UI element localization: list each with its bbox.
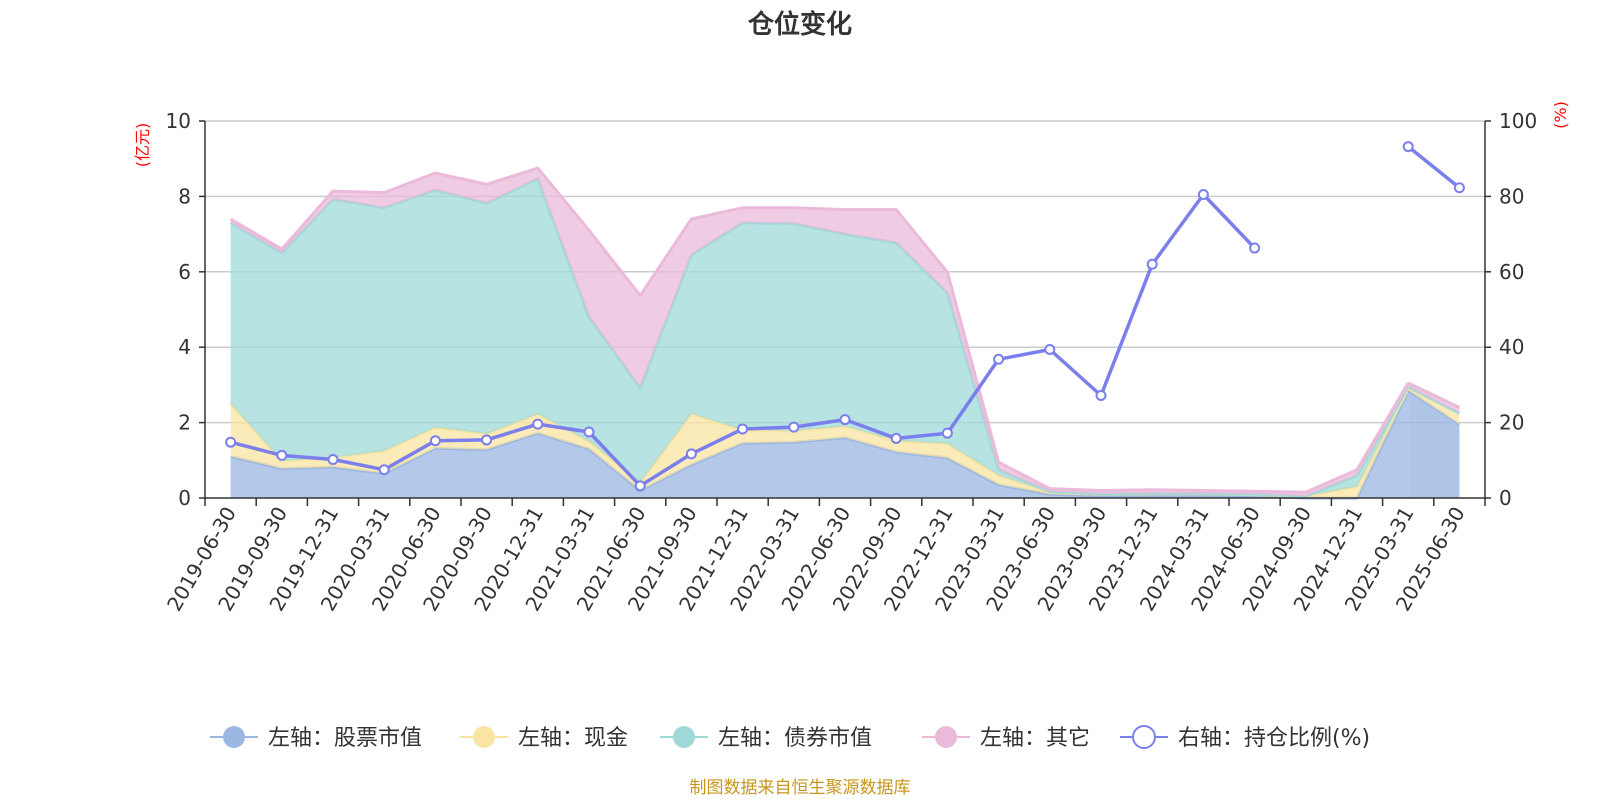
legend-label: 左轴：其它 <box>980 726 1090 751</box>
ratio-point <box>685 448 697 460</box>
area-series-2 <box>230 388 1409 498</box>
position-ratio-line <box>225 141 1465 492</box>
area-series-4 <box>230 168 1409 497</box>
ratio-point <box>1249 242 1261 254</box>
legend-label: 左轴：股票市值 <box>268 726 422 751</box>
legend-marker <box>935 726 957 748</box>
right-tick-label: 40 <box>1499 335 1524 359</box>
data-source-note: 制图数据来自恒生聚源数据库 <box>690 778 911 798</box>
left-axis-unit: (亿元) <box>133 123 152 168</box>
left-tick-label: 4 <box>178 335 191 359</box>
ratio-point <box>1197 189 1209 201</box>
ratio-point <box>941 427 953 439</box>
right-tick-label: 60 <box>1499 260 1524 284</box>
left-tick-label: 10 <box>166 109 191 133</box>
ratio-point <box>1402 141 1414 153</box>
ratio-point <box>737 423 749 435</box>
right-axis-unit: (%) <box>1551 101 1570 129</box>
right-tick-label: 80 <box>1499 184 1524 208</box>
legend-marker <box>223 726 245 748</box>
right-tick-label: 100 <box>1499 109 1537 133</box>
ratio-point <box>634 480 646 492</box>
legend-label: 左轴：债券市值 <box>718 726 872 751</box>
right-tick-label: 0 <box>1499 486 1512 510</box>
ratio-point <box>378 464 390 476</box>
ratio-point <box>276 449 288 461</box>
area-series-3 <box>230 178 1409 497</box>
ratio-point <box>788 421 800 433</box>
area-top-line-4 <box>229 166 1410 494</box>
legend-marker <box>473 726 495 748</box>
ratio-point <box>1095 389 1107 401</box>
ratio-point <box>327 454 339 466</box>
ratio-point <box>225 436 237 448</box>
left-tick-label: 2 <box>178 411 191 435</box>
left-tick-label: 8 <box>178 184 191 208</box>
right-tick-label: 20 <box>1499 411 1524 435</box>
last-area-fill <box>1407 381 1461 498</box>
legend-marker <box>673 726 695 748</box>
ratio-point <box>532 418 544 430</box>
area-series-1 <box>230 390 1409 498</box>
ratio-point <box>890 432 902 444</box>
ratio-point <box>993 353 1005 365</box>
ratio-point <box>1044 343 1056 355</box>
ratio-point <box>583 426 595 438</box>
ratio-point <box>1146 258 1158 270</box>
chart-title: 仓位变化 <box>747 9 852 40</box>
ratio-point <box>481 434 493 446</box>
legend-marker <box>1132 725 1156 749</box>
area-segment-last-2 <box>1408 388 1460 425</box>
legend-label: 左轴：现金 <box>518 726 628 751</box>
left-tick-label: 6 <box>178 260 191 284</box>
legend-label: 右轴：持仓比例(%) <box>1178 726 1370 751</box>
left-tick-label: 0 <box>178 486 191 510</box>
ratio-point <box>839 414 851 426</box>
legend: 左轴：股票市值 左轴：现金 左轴：债券市值 左轴：其它 右轴：持仓比例(%) <box>210 725 1370 751</box>
area-top-line-last-4 <box>1407 381 1461 409</box>
ratio-point <box>429 435 441 447</box>
ratio-point <box>1453 182 1465 194</box>
stacked-areas <box>229 166 1410 500</box>
